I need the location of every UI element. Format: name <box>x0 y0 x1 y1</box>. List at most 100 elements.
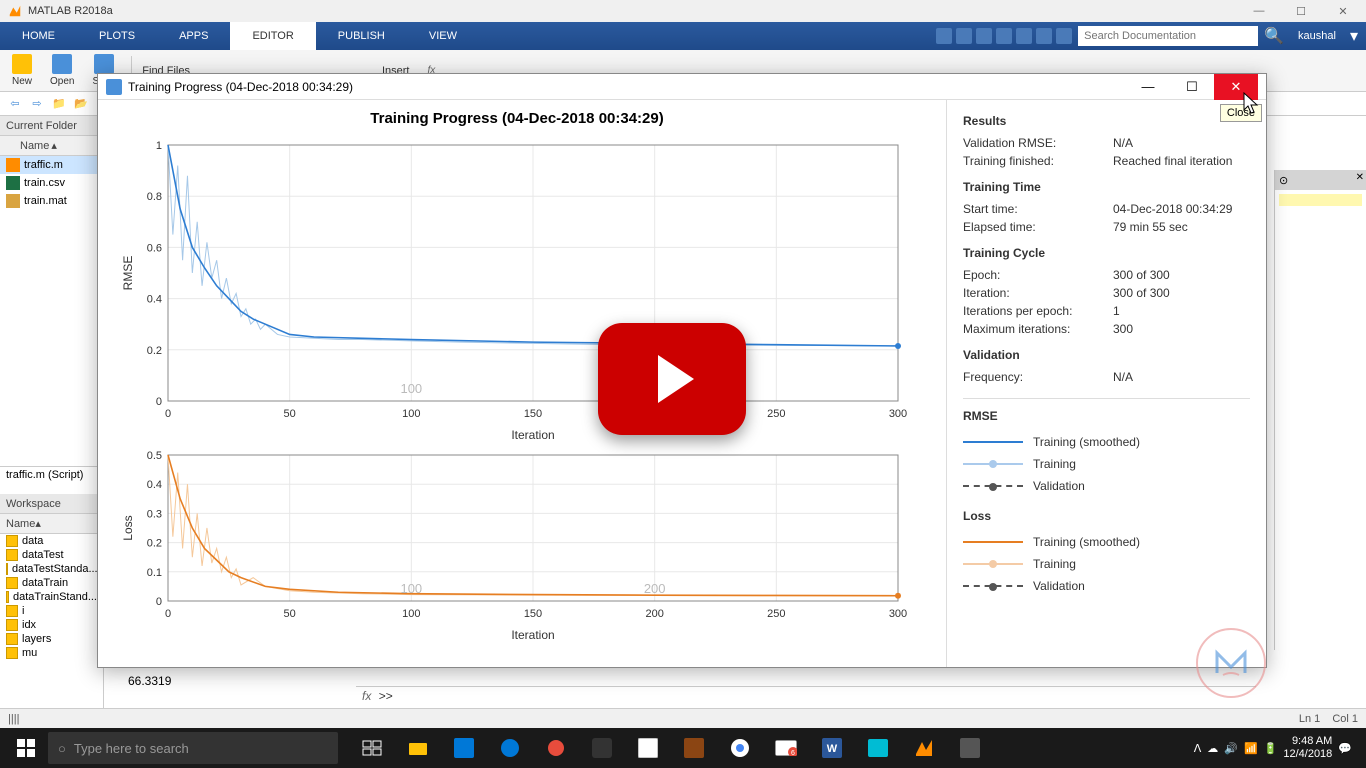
app-icon[interactable] <box>626 728 670 768</box>
workspace-list: data dataTest dataTestStanda... dataTrai… <box>0 534 103 660</box>
explorer-icon[interactable] <box>396 728 440 768</box>
ws-var[interactable]: idx <box>0 618 103 632</box>
ws-var[interactable]: layers <box>0 632 103 646</box>
tab-publish[interactable]: PUBLISH <box>316 22 407 50</box>
cmd-prompt[interactable]: >> <box>379 689 393 703</box>
maximize-button[interactable]: ☐ <box>1170 74 1214 100</box>
svg-text:1: 1 <box>156 140 162 152</box>
redo-icon[interactable] <box>1036 28 1052 44</box>
play-button-overlay[interactable] <box>598 323 746 435</box>
paste-icon[interactable] <box>996 28 1012 44</box>
ws-name-header[interactable]: Name ▴ <box>0 514 103 534</box>
maximize-icon[interactable]: ☐ <box>1286 5 1316 18</box>
name-column-header[interactable]: Name ▴ <box>0 136 103 156</box>
start-button[interactable] <box>6 728 46 768</box>
script-details-tab[interactable]: traffic.m (Script) <box>0 466 104 486</box>
file-item[interactable]: train.csv <box>0 174 103 192</box>
close-cw-icon[interactable]: ✕ <box>1356 172 1364 183</box>
chart-title: Training Progress (04-Dec-2018 00:34:29) <box>118 110 916 127</box>
svg-text:200: 200 <box>644 581 666 596</box>
ws-var[interactable]: data <box>0 534 103 548</box>
clock[interactable]: 9:48 AM 12/4/2018 <box>1283 735 1332 761</box>
info-row: Validation RMSE:N/A <box>963 134 1250 152</box>
wifi-icon[interactable]: 📶 <box>1244 742 1258 755</box>
task-view-icon[interactable] <box>350 728 394 768</box>
svg-text:0.2: 0.2 <box>147 345 162 357</box>
app-icon[interactable] <box>948 728 992 768</box>
copy-icon[interactable] <box>976 28 992 44</box>
app-icon[interactable] <box>580 728 624 768</box>
svg-text:0.3: 0.3 <box>147 508 162 520</box>
matlab-taskbar-icon[interactable] <box>902 728 946 768</box>
rmse-chart: 00.20.40.60.81050100150200250300100RMSEI… <box>118 135 916 445</box>
tab-apps[interactable]: APPS <box>157 22 230 50</box>
tray-icon[interactable]: ☁ <box>1207 742 1218 755</box>
mail-icon[interactable]: 6 <box>764 728 808 768</box>
ws-var[interactable]: dataTest <box>0 548 103 562</box>
back-icon[interactable]: ⇦ <box>6 95 24 113</box>
undo-icon[interactable] <box>1016 28 1032 44</box>
progress-titlebar[interactable]: Training Progress (04-Dec-2018 00:34:29)… <box>98 74 1266 100</box>
up-icon[interactable]: 📁 <box>50 95 68 113</box>
minimize-icon[interactable]: — <box>1244 5 1274 18</box>
chrome-icon[interactable] <box>718 728 762 768</box>
new-button[interactable]: New <box>6 52 38 89</box>
word-icon[interactable]: W <box>810 728 854 768</box>
legend-item: Validation <box>963 475 1250 497</box>
tab-plots[interactable]: PLOTS <box>77 22 157 50</box>
svg-text:6: 6 <box>791 750 795 756</box>
svg-text:150: 150 <box>524 408 542 420</box>
notifications-icon[interactable]: 💬 <box>1338 742 1352 755</box>
svg-text:150: 150 <box>524 608 542 620</box>
search-documentation-input[interactable] <box>1078 26 1258 46</box>
ws-var[interactable]: dataTrain <box>0 576 103 590</box>
user-label[interactable]: kaushal <box>1290 30 1344 42</box>
svg-text:0.5: 0.5 <box>147 450 162 462</box>
ws-var[interactable]: i <box>0 604 103 618</box>
store-icon[interactable] <box>442 728 486 768</box>
save-icon[interactable] <box>936 28 952 44</box>
figure-icon <box>106 79 122 95</box>
svg-text:0.6: 0.6 <box>147 242 162 254</box>
help-icon[interactable] <box>1056 28 1072 44</box>
legend-item: Training <box>963 453 1250 475</box>
cmd-output: 66.3319 <box>128 674 328 688</box>
file-item[interactable]: train.mat <box>0 192 103 210</box>
open-button[interactable]: Open <box>44 52 80 89</box>
tray-up-icon[interactable]: ᐱ <box>1194 742 1202 755</box>
battery-icon[interactable]: 🔋 <box>1264 742 1278 755</box>
svg-text:Iteration: Iteration <box>511 428 554 442</box>
matlab-icon <box>8 4 22 18</box>
app-icon[interactable] <box>672 728 716 768</box>
svg-text:0.4: 0.4 <box>147 479 162 491</box>
svg-text:50: 50 <box>284 408 296 420</box>
ws-var[interactable]: dataTestStanda... <box>0 562 103 576</box>
tab-view[interactable]: VIEW <box>407 22 479 50</box>
photos-icon[interactable] <box>856 728 900 768</box>
close-button[interactable]: ✕ <box>1214 74 1258 100</box>
file-item[interactable]: traffic.m <box>0 156 103 174</box>
loss-chart: 00.10.20.30.40.5050100150200250300100200… <box>118 445 916 645</box>
minimize-button[interactable]: — <box>1126 74 1170 100</box>
cut-icon[interactable] <box>956 28 972 44</box>
close-tooltip: Close <box>1220 104 1262 122</box>
app-icon[interactable] <box>534 728 578 768</box>
ws-var[interactable]: mu <box>0 646 103 660</box>
browse-icon[interactable]: 📂 <box>72 95 90 113</box>
forward-icon[interactable]: ⇨ <box>28 95 46 113</box>
tab-editor[interactable]: EDITOR <box>230 22 315 50</box>
taskbar-search[interactable]: ○ Type here to search <box>48 732 338 764</box>
close-icon[interactable]: ✕ <box>1328 5 1358 18</box>
edge-icon[interactable] <box>488 728 532 768</box>
svg-text:100: 100 <box>400 381 422 396</box>
windows-taskbar: ○ Type here to search 6 W ᐱ ☁ 🔊 📶 🔋 9:48… <box>0 728 1366 768</box>
svg-text:0: 0 <box>165 408 171 420</box>
info-row: Elapsed time:79 min 55 sec <box>963 218 1250 236</box>
legend-item: Training (smoothed) <box>963 431 1250 453</box>
svg-text:Iteration: Iteration <box>511 628 554 642</box>
volume-icon[interactable]: 🔊 <box>1224 742 1238 755</box>
validation-title: Validation <box>963 348 1250 362</box>
svg-text:300: 300 <box>889 408 907 420</box>
ws-var[interactable]: dataTrainStand... <box>0 590 103 604</box>
tab-home[interactable]: HOME <box>0 22 77 50</box>
